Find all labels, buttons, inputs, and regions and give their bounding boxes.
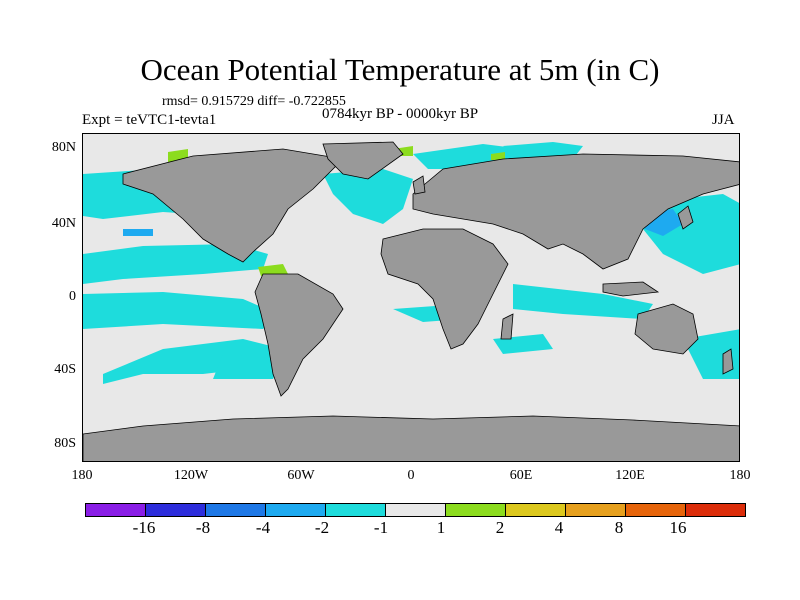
patch-north-atlantic <box>323 169 413 224</box>
colorbar-label: -2 <box>314 518 330 537</box>
season-text: JJA <box>712 112 735 128</box>
colorbar-box <box>446 504 506 516</box>
lon-label-180e: 180 <box>729 468 751 483</box>
stats-text: rmsd= 0.915729 diff= -0.722855 <box>162 94 346 109</box>
patch-indian <box>513 284 653 319</box>
indonesia <box>602 281 660 297</box>
australia <box>634 303 699 355</box>
africa <box>380 228 509 350</box>
colorbar-box <box>386 504 446 516</box>
lon-label-120w: 120W <box>173 468 209 483</box>
patch-barents-green <box>491 152 505 160</box>
lat-label-eq: 0 <box>69 289 76 304</box>
lat-label-40n: 40N <box>51 216 76 231</box>
colorbar-label: -8 <box>195 518 211 537</box>
antarctica <box>83 415 739 461</box>
colorbar-label: 16 <box>669 518 687 537</box>
period-text: 0784kyr BP - 0000kyr BP <box>322 106 479 122</box>
colorbar-box <box>626 504 686 516</box>
patch-caribbean-green <box>258 264 288 276</box>
colorbar-box <box>146 504 206 516</box>
colorbar-box <box>686 504 745 516</box>
patch-pacific-blue <box>123 229 153 236</box>
lat-label-40s: 40S <box>54 362 76 377</box>
colorbar-box <box>266 504 326 516</box>
madagascar <box>500 313 514 340</box>
patch-sw-pacific <box>213 354 283 379</box>
patch-barents <box>503 142 583 159</box>
patch-south-pacific <box>103 339 283 384</box>
patch-east-pacific-band <box>83 244 268 284</box>
eurasia <box>412 153 739 270</box>
lon-label-120e: 120E <box>615 468 645 483</box>
japan <box>677 205 694 230</box>
colorbar-box <box>566 504 626 516</box>
colorbar-label: -16 <box>132 518 156 537</box>
colorbar-label: -1 <box>373 518 389 537</box>
colorbar <box>85 503 746 517</box>
uk <box>412 175 426 195</box>
lon-label-180w: 180 <box>71 468 93 483</box>
lon-label-0: 0 <box>407 468 415 483</box>
map-title: Ocean Potential Temperature at 5m (in C) <box>140 52 660 87</box>
colorbar-label: 8 <box>614 518 624 537</box>
colorbar-box <box>506 504 566 516</box>
greenland <box>322 141 404 180</box>
south-america <box>254 273 344 397</box>
map-plot-area <box>82 133 740 462</box>
colorbar-box <box>326 504 386 516</box>
colorbar-label: 2 <box>495 518 505 537</box>
land-masses <box>83 141 739 461</box>
map-svg <box>83 141 739 461</box>
lon-label-60w: 60W <box>287 468 315 483</box>
colorbar-label: -4 <box>255 518 271 537</box>
north-america <box>122 148 344 263</box>
colorbar-label: 4 <box>554 518 564 537</box>
lat-label-80s: 80S <box>54 436 76 451</box>
colorbar-box <box>86 504 146 516</box>
experiment-text: Expt = teVTC1-tevta1 <box>82 112 217 128</box>
lat-label-80n: 80N <box>51 140 76 155</box>
lon-label-60e: 60E <box>509 468 533 483</box>
patch-tropical-pacific <box>83 292 278 329</box>
colorbar-label: 1 <box>436 518 446 537</box>
colorbar-box <box>206 504 266 516</box>
new-zealand <box>722 348 734 375</box>
